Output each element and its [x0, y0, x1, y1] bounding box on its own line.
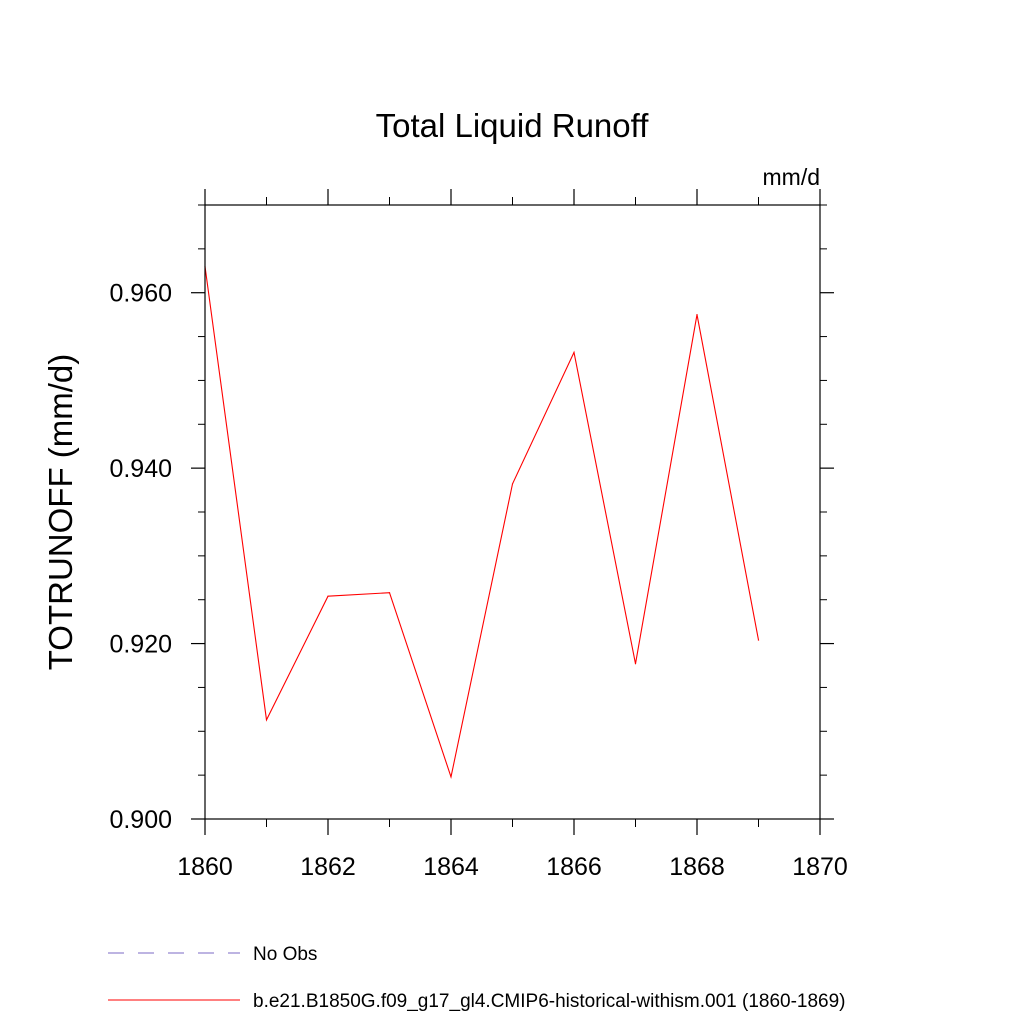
- x-tick-label: 1870: [792, 853, 848, 881]
- legend-label-model-run: b.e21.B1850G.f09_g17_gl4.CMIP6-historica…: [253, 991, 846, 1012]
- x-tick-label: 1864: [423, 853, 479, 881]
- legend-label-no-obs: No Obs: [253, 944, 317, 965]
- x-tick-label: 1862: [300, 853, 356, 881]
- data-point: [327, 595, 329, 597]
- y-axis-label: TOTRUNOFF (mm/d): [42, 354, 79, 671]
- data-point: [634, 663, 637, 665]
- plot-frame: [204, 204, 821, 820]
- data-point: [265, 719, 268, 721]
- series-line: [204, 266, 760, 779]
- y-tick-label: 0.920: [109, 631, 172, 659]
- x-tick-label: 1868: [669, 853, 725, 881]
- legend: No Obs b.e21.B1850G.f09_g17_gl4.CMIP6-hi…: [108, 944, 846, 1012]
- y-tick-label: 0.900: [109, 806, 172, 834]
- x-tick-labels: 1860 1862 1864 1866 1868 1870: [177, 853, 848, 881]
- y-tick-label: 0.940: [109, 455, 172, 483]
- y-tick-label: 0.960: [109, 280, 172, 308]
- data-point: [511, 483, 514, 485]
- units-label: mm/d: [763, 164, 821, 190]
- y-tick-labels: 0.900 0.920 0.940 0.960: [109, 280, 172, 834]
- axis-ticks: [191, 189, 834, 835]
- series-layer: [204, 265, 760, 779]
- data-point: [573, 351, 575, 353]
- chart-title: Total Liquid Runoff: [376, 107, 650, 144]
- data-point: [388, 592, 391, 594]
- x-tick-label: 1866: [546, 853, 602, 881]
- data-point: [450, 776, 452, 778]
- x-tick-label: 1860: [177, 853, 233, 881]
- data-point: [757, 639, 760, 641]
- data-point: [696, 314, 698, 316]
